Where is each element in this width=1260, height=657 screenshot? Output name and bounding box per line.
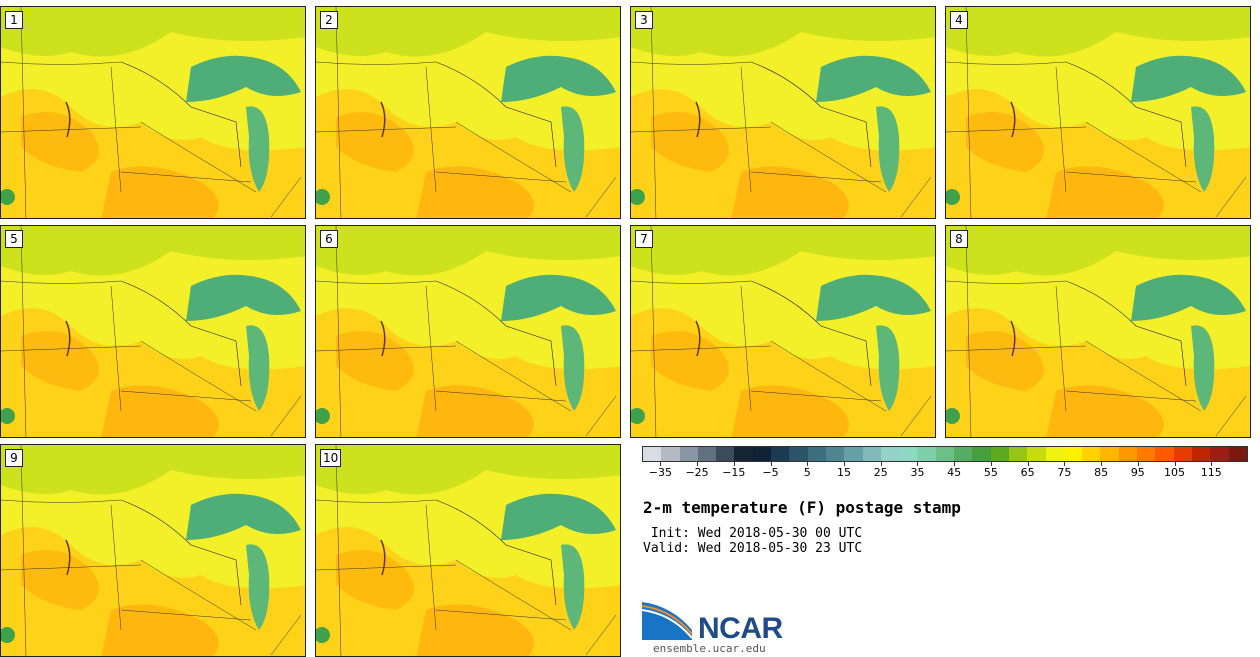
colorbar-tick-label: 95 bbox=[1130, 466, 1145, 479]
member-panel: 10 bbox=[315, 444, 621, 657]
colorbar-tick bbox=[954, 462, 956, 466]
colorbar-tick-label: 55 bbox=[983, 466, 998, 479]
colorbar-segment bbox=[1155, 447, 1174, 461]
colorbar-segment bbox=[954, 447, 973, 461]
member-panel: 1 bbox=[0, 6, 306, 219]
member-number: 3 bbox=[635, 11, 653, 29]
member-panel: 5 bbox=[0, 225, 306, 438]
colorbar-segment bbox=[716, 447, 735, 461]
member-number: 7 bbox=[635, 230, 653, 248]
colorbar-tick-label: −25 bbox=[685, 466, 709, 479]
colorbar-segment bbox=[844, 447, 863, 461]
colorbar-tick-label: 5 bbox=[803, 466, 811, 479]
colorbar-segment bbox=[752, 447, 772, 461]
colorbar-segment bbox=[1137, 447, 1156, 461]
colorbar-tick-label: 105 bbox=[1164, 466, 1186, 479]
colorbar-segment bbox=[972, 447, 991, 461]
colorbar-segment bbox=[789, 447, 808, 461]
colorbar-tick bbox=[697, 462, 699, 466]
chart-title: 2-m temperature (F) postage stamp bbox=[643, 498, 961, 517]
member-panel: 2 bbox=[315, 6, 621, 219]
colorbar-segment bbox=[771, 447, 790, 461]
member-number: 10 bbox=[320, 449, 342, 467]
colorbar-tick bbox=[807, 462, 809, 466]
colorbar-segment bbox=[1228, 447, 1247, 461]
member-panel: 4 bbox=[945, 6, 1251, 219]
colorbar-tick bbox=[1211, 462, 1213, 466]
colorbar-tick bbox=[990, 462, 992, 466]
colorbar-tick-label: 15 bbox=[837, 466, 851, 479]
colorbar-segment bbox=[679, 447, 698, 461]
colorbar-tick-label: 85 bbox=[1094, 466, 1109, 479]
ncar-logo-icon bbox=[642, 602, 693, 640]
colorbar-segment bbox=[880, 447, 900, 461]
member-number: 5 bbox=[5, 230, 23, 248]
colorbar-segment bbox=[1191, 447, 1211, 461]
colorbar-segment bbox=[807, 447, 826, 461]
member-panel: 8 bbox=[945, 225, 1251, 438]
colorbar-segment bbox=[1045, 447, 1064, 461]
member-panel: 6 bbox=[315, 225, 621, 438]
colorbar-tick bbox=[1027, 462, 1029, 466]
colorbar-segment bbox=[1100, 447, 1119, 461]
colorbar-segment bbox=[643, 447, 662, 461]
colorbar-segment bbox=[734, 447, 753, 461]
colorbar-tick-label: −5 bbox=[762, 466, 779, 479]
colorbar-segment bbox=[1118, 447, 1138, 461]
colorbar-tick-label: 115 bbox=[1200, 466, 1222, 479]
valid-time: Valid: Wed 2018-05-30 23 UTC bbox=[643, 541, 863, 556]
colorbar-tick bbox=[1174, 462, 1176, 466]
temperature-colorbar bbox=[642, 446, 1248, 462]
member-panel: 9 bbox=[0, 444, 306, 657]
member-number: 2 bbox=[320, 11, 338, 29]
colorbar-tick bbox=[1064, 462, 1066, 466]
member-number: 9 bbox=[5, 449, 23, 467]
colorbar-tick-label: 25 bbox=[873, 466, 888, 479]
colorbar-segment bbox=[661, 447, 680, 461]
colorbar-segment bbox=[825, 447, 845, 461]
colorbar-segment bbox=[990, 447, 1009, 461]
colorbar-segment bbox=[917, 447, 936, 461]
colorbar-tick bbox=[770, 462, 772, 466]
colorbar-segment bbox=[697, 447, 717, 461]
colorbar-segment bbox=[935, 447, 955, 461]
colorbar-tick-label: 75 bbox=[1057, 466, 1072, 479]
colorbar-segment bbox=[1063, 447, 1083, 461]
colorbar-segment bbox=[862, 447, 881, 461]
colorbar-segment bbox=[1027, 447, 1046, 461]
colorbar-tick-label: 45 bbox=[947, 466, 962, 479]
ncar-logo-text: NCAR bbox=[698, 612, 783, 645]
colorbar-tick-label: 65 bbox=[1020, 466, 1035, 479]
member-panel: 7 bbox=[630, 225, 936, 438]
colorbar-segment bbox=[899, 447, 918, 461]
colorbar-tick bbox=[844, 462, 845, 466]
colorbar-tick bbox=[1101, 462, 1103, 466]
member-number: 4 bbox=[950, 11, 968, 29]
colorbar-tick-label: −35 bbox=[648, 466, 672, 479]
colorbar-tick bbox=[917, 462, 919, 466]
ncar-url: ensemble.ucar.edu bbox=[653, 642, 766, 655]
colorbar-ticks: −35 −25 −15 −5 5 15 25 35 45 55 65 75 85 95 105 115 bbox=[642, 462, 1248, 482]
colorbar-tick bbox=[733, 462, 735, 466]
colorbar-tick-label: 35 bbox=[910, 466, 925, 479]
colorbar-segment bbox=[1082, 447, 1101, 461]
init-time: Init: Wed 2018-05-30 00 UTC bbox=[643, 526, 863, 541]
colorbar-segment bbox=[1173, 447, 1192, 461]
member-number: 8 bbox=[950, 230, 968, 248]
colorbar-segment bbox=[1210, 447, 1229, 461]
colorbar-segment bbox=[1008, 447, 1028, 461]
member-number: 6 bbox=[320, 230, 338, 248]
colorbar-tick bbox=[660, 462, 662, 466]
colorbar-tick-label: −15 bbox=[722, 466, 746, 479]
colorbar-tick bbox=[880, 462, 882, 466]
member-panel: 3 bbox=[630, 6, 936, 219]
colorbar-tick bbox=[1137, 462, 1139, 466]
member-number: 1 bbox=[5, 11, 23, 29]
